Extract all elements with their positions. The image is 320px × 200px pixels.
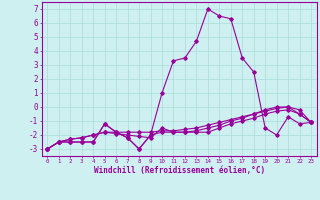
X-axis label: Windchill (Refroidissement éolien,°C): Windchill (Refroidissement éolien,°C): [94, 166, 265, 175]
